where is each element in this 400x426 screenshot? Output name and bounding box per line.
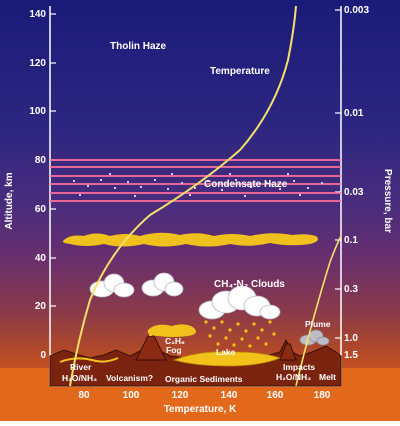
p-tick-01: 0.1 xyxy=(344,235,358,246)
y-tick-80: 80 xyxy=(34,155,46,166)
y-tick-100: 100 xyxy=(29,106,46,117)
volcano-plume xyxy=(149,331,152,336)
y-tick-20: 20 xyxy=(34,301,46,312)
p-tick-003: 0.03 xyxy=(344,187,364,198)
volcanism-label: Volcanism? xyxy=(106,373,154,383)
y-tick-60: 60 xyxy=(34,204,46,215)
p-tick-001: 0.01 xyxy=(344,108,364,119)
x-tick-80: 80 xyxy=(78,390,90,401)
river-label: River xyxy=(70,362,92,372)
y-tick-140: 140 xyxy=(29,9,46,20)
impact-crater xyxy=(279,343,297,361)
y-left-axis-label: Altitude, km xyxy=(4,172,15,230)
x-tick-160: 160 xyxy=(266,390,284,401)
x-tick-100: 100 xyxy=(122,390,140,401)
condensate-haze-particles xyxy=(73,173,323,197)
y-right-axis-label: Pressure, bar xyxy=(382,169,393,233)
volcano xyxy=(135,335,167,361)
ethane-fog xyxy=(147,324,196,337)
temperature-curve xyxy=(69,5,297,387)
condensate-haze-label: Condensate Haze xyxy=(204,179,288,190)
h2o-nh3-left-label: H₂O/NH₃ xyxy=(62,373,98,383)
plume-label: Plume xyxy=(305,319,331,329)
c2h6-label: C₂H₆ xyxy=(165,336,185,346)
ch4-clouds-white xyxy=(89,272,330,346)
x-tick-180: 180 xyxy=(313,390,331,401)
temperature-curve-lower xyxy=(295,235,342,387)
p-tick-0003: 0.003 xyxy=(344,5,370,16)
p-tick-03: 0.3 xyxy=(344,284,358,295)
x-axis-label: Temperature, K xyxy=(163,404,237,415)
clouds-label: CH₄-N₂ Clouds xyxy=(214,279,285,290)
melt-label: Melt xyxy=(319,372,336,382)
h2o-nh3-right-label: H₂O/NH₃ xyxy=(276,372,312,382)
lake-label: Lake xyxy=(216,347,236,357)
x-tick-140: 140 xyxy=(220,390,238,401)
y-tick-40: 40 xyxy=(34,253,46,264)
fog-label: Fog xyxy=(166,345,182,355)
methane-rain xyxy=(204,320,276,348)
p-tick-15: 1.5 xyxy=(344,350,358,361)
impacts-label: Impacts xyxy=(283,362,316,372)
p-tick-10: 1.0 xyxy=(344,333,358,344)
lake xyxy=(172,351,282,367)
y-tick-0: 0 xyxy=(40,350,46,361)
cloud-band-yellow xyxy=(62,232,318,247)
river xyxy=(59,357,119,363)
tholin-haze-label: Tholin Haze xyxy=(110,41,167,52)
y-tick-120: 120 xyxy=(29,58,46,69)
temperature-label: Temperature xyxy=(210,66,270,77)
x-tick-120: 120 xyxy=(171,390,189,401)
organic-sediments-label: Organic Sediments xyxy=(165,374,243,384)
